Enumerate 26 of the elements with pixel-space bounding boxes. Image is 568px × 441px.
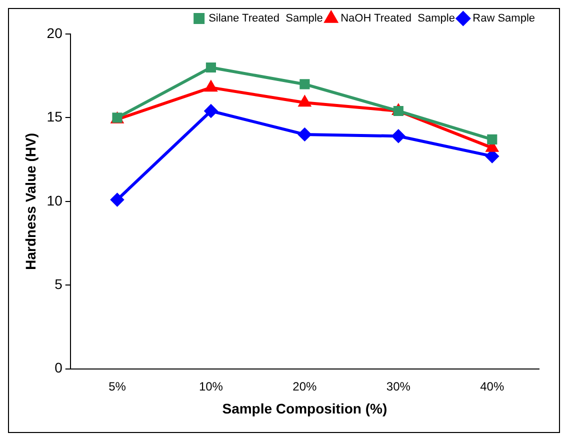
x-tick-label: 20% (292, 379, 318, 394)
point (486, 150, 499, 163)
point (300, 79, 310, 90)
x-tick-label: 30% (386, 379, 411, 394)
point (487, 134, 498, 144)
legend-label: NaOH Treated Sample (340, 12, 455, 25)
point (392, 130, 405, 143)
point (110, 193, 124, 206)
y-tick-label: 20 (46, 24, 63, 41)
point (204, 104, 218, 118)
legend-label: Raw Sample (472, 12, 535, 25)
y-axis-title: Hardness Value (HV) (22, 132, 38, 270)
y-tick-label: 5 (54, 276, 63, 292)
x-tick-label: 5% (108, 379, 126, 394)
y-tick-label: 15 (46, 108, 63, 125)
y-tick-label: 10 (46, 192, 63, 208)
point (205, 81, 217, 92)
point (206, 62, 216, 73)
point (298, 96, 311, 107)
legend-label: Silane Treated Sample (208, 12, 323, 25)
y-tick-label: 0 (54, 360, 63, 376)
point (298, 128, 312, 141)
x-tick-label: 10% (198, 379, 224, 394)
x-axis-title: Sample Composition (%) (222, 400, 388, 416)
x-tick-label: 40% (480, 379, 504, 394)
point (393, 106, 404, 116)
